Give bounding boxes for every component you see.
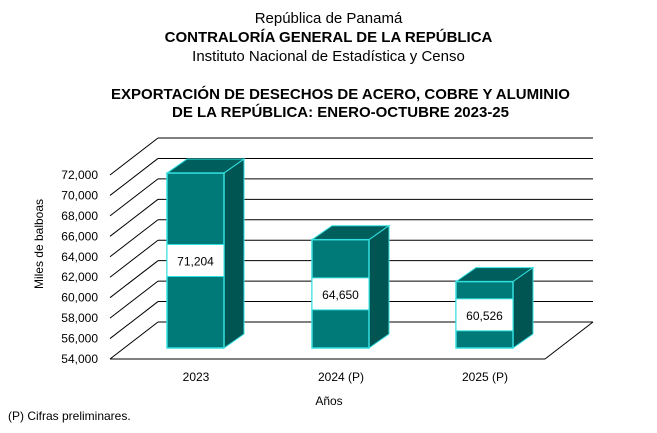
gridline-side — [109, 219, 159, 258]
y-tick-label: 64,000 — [61, 250, 98, 264]
data-label-box — [166, 244, 225, 278]
y-tick-label: 62,000 — [61, 270, 98, 284]
y-axis-label: Miles de balboas — [32, 199, 46, 289]
x-axis-label: Años — [315, 394, 342, 408]
y-tick-label: 60,000 — [61, 291, 98, 305]
bar-side — [368, 224, 390, 349]
y-tick-label: 56,000 — [61, 332, 98, 346]
gridline-side — [109, 198, 159, 237]
data-label: 64,650 — [322, 288, 359, 302]
bar-side — [223, 158, 245, 349]
header-institution: CONTRALORÍA GENERAL DE LA REPÚBLICA — [164, 29, 493, 46]
x-tick-label: 2023 — [183, 370, 210, 384]
gridline-side — [109, 260, 159, 299]
y-tick-label: 68,000 — [61, 209, 98, 223]
y-tick-label: 72,000 — [61, 168, 98, 182]
gridline-side — [109, 280, 159, 319]
data-label: 71,204 — [177, 255, 214, 269]
x-tick-label: 2024 (P) — [318, 370, 364, 384]
gridline-side — [109, 158, 159, 196]
floor-right-edge — [544, 321, 594, 360]
x-tick-label: 2025 (P) — [462, 370, 508, 384]
y-tick-label: 66,000 — [61, 229, 98, 243]
gridline-side — [109, 301, 159, 339]
data-label-box — [311, 277, 370, 311]
gridline-side — [109, 137, 159, 176]
bar-side — [512, 266, 534, 349]
header-institute: Instituto Nacional de Estadística y Cens… — [192, 48, 465, 65]
chart-title-line2: DE LA REPÚBLICA: ENERO-OCTUBRE 2023-25 — [172, 104, 509, 121]
footnote: (P) Cifras preliminares. — [8, 409, 131, 423]
gridline-side — [109, 321, 159, 360]
y-tick-label: 54,000 — [61, 352, 98, 366]
gridline-side — [109, 178, 159, 217]
data-label: 60,526 — [466, 309, 503, 323]
y-tick-label: 70,000 — [61, 188, 98, 202]
y-tick-label: 58,000 — [61, 311, 98, 325]
chart-title-line1: EXPORTACIÓN DE DESECHOS DE ACERO, COBRE … — [111, 86, 570, 103]
data-label-box — [455, 298, 514, 332]
header-country: República de Panamá — [254, 10, 403, 27]
gridline-side — [109, 239, 159, 278]
